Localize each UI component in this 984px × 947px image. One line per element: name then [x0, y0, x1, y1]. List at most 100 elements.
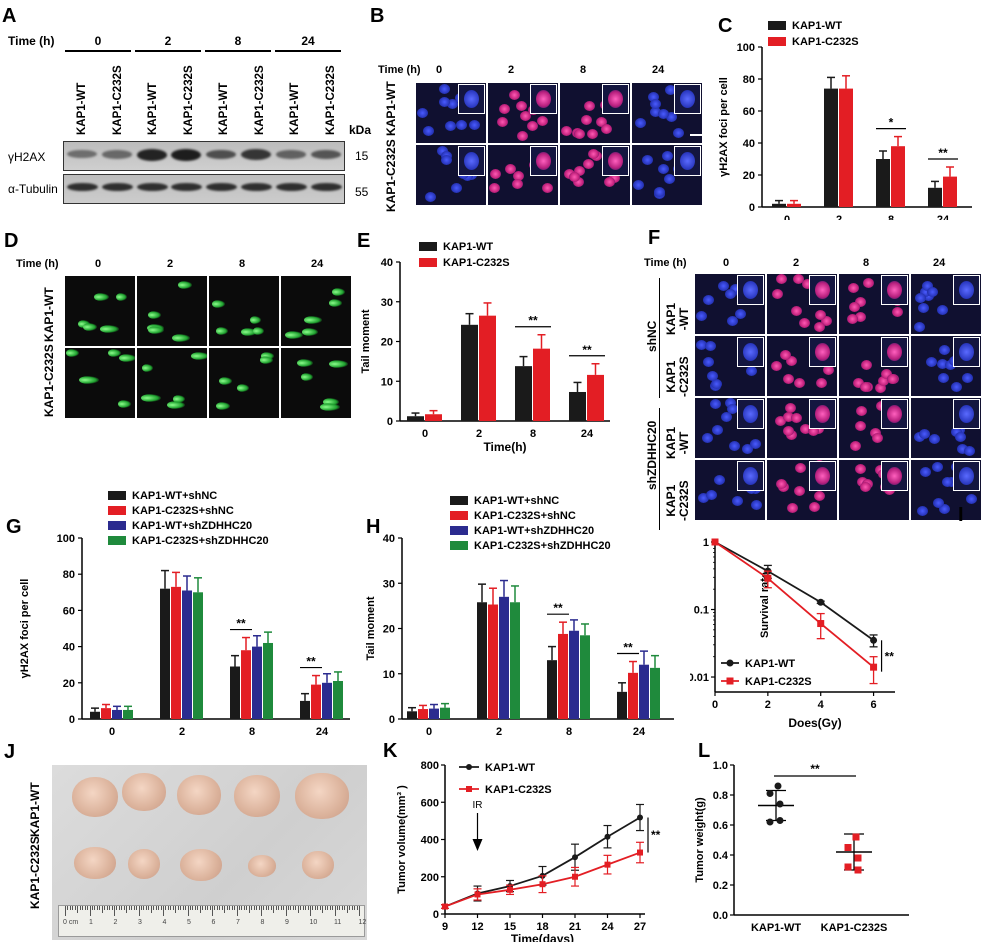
x-tick-label: 2 [836, 214, 842, 220]
inset-nucleus [743, 467, 758, 485]
y-tick-label: 10 [383, 669, 395, 681]
ruler-number: 1 [89, 919, 93, 926]
zoom-inset [530, 84, 557, 114]
cell-nucleus [488, 182, 500, 193]
ruler-tick [216, 906, 218, 910]
cell-nucleus [332, 288, 346, 297]
cell-nucleus [215, 402, 230, 411]
zoom-inset [737, 275, 764, 305]
cell-nucleus [469, 119, 481, 130]
y-tick-label: 200 [421, 872, 439, 884]
bar [891, 146, 905, 207]
panel-d-letter: D [4, 230, 19, 252]
cell-nucleus [726, 404, 738, 415]
bar [515, 366, 532, 421]
data-point [507, 886, 513, 893]
cell-nucleus [320, 403, 341, 412]
tumor-wt [177, 775, 221, 815]
legend-swatch [419, 258, 437, 267]
ruler-tick [258, 906, 260, 910]
cell-nucleus [852, 377, 864, 388]
cell-nucleus [568, 171, 580, 182]
y-tick-label: 20 [743, 170, 755, 182]
cell-nucleus [172, 395, 186, 404]
ruler-tick [273, 906, 275, 913]
lane-label: KAP1-C232S [182, 65, 195, 135]
bar [311, 684, 321, 719]
lane-label: KAP1-WT [289, 82, 301, 135]
ruler-tick [148, 906, 150, 910]
inset-nucleus [887, 467, 902, 485]
cell-nucleus [749, 438, 761, 449]
data-point [637, 849, 643, 856]
cell-nucleus [83, 322, 97, 331]
bar [407, 711, 417, 719]
ruler-tick [359, 906, 360, 916]
ruler-tick [116, 906, 118, 910]
cell-nucleus [65, 348, 79, 357]
ruler-tick [163, 906, 164, 916]
legend-marker [726, 677, 734, 685]
x-tick-label: 24 [937, 214, 950, 220]
cell-nucleus [512, 171, 524, 182]
cell-nucleus [808, 502, 820, 513]
cell-nucleus [793, 378, 805, 389]
inset-nucleus [536, 152, 551, 170]
y-tick-label: 0.2 [713, 880, 728, 892]
cell-nucleus [939, 503, 951, 514]
microscopy-image [137, 348, 207, 418]
time-label: 8 [863, 257, 870, 269]
cell-nucleus [917, 505, 929, 516]
lane-label: KAP1-C232S [324, 65, 337, 135]
cell-nucleus [178, 281, 192, 290]
y-tick-label: 30 [383, 578, 395, 590]
cell-nucleus [698, 493, 710, 504]
ruler-tick [219, 906, 221, 910]
ruler-tick [207, 906, 209, 910]
ruler-tick [160, 906, 162, 910]
bar [477, 602, 487, 719]
data-point [870, 636, 878, 644]
microscopy-image [209, 276, 279, 346]
blot-band [136, 183, 168, 191]
ruler-tick [199, 906, 201, 913]
ruler-tick [275, 906, 277, 910]
inset-nucleus [464, 90, 479, 108]
tumor-photo: 0 cm 1 2 3 4 5 6 7 8 9 10 11 12 [52, 765, 367, 940]
bar [479, 315, 496, 421]
ruler-unit: 0 cm [63, 919, 79, 926]
x-tick-label: 12 [471, 921, 483, 933]
bar [928, 187, 942, 207]
microscopy-image [839, 460, 909, 520]
y-tick-label: 80 [63, 569, 75, 581]
data-point [776, 817, 784, 824]
y-tick-label: 0.4 [713, 850, 729, 862]
y-tick-label: 30 [381, 297, 393, 309]
data-point [637, 814, 643, 821]
bar [182, 590, 192, 719]
microscopy-image [695, 336, 765, 396]
microscopy-image [695, 460, 765, 520]
cell-nucleus [870, 427, 882, 438]
microscopy-image [632, 83, 702, 143]
zoom-inset [530, 146, 557, 176]
cell-nucleus [440, 155, 452, 166]
ruler-tick [327, 906, 329, 910]
y-tick-label: 0 [389, 714, 395, 726]
cell-nucleus [855, 296, 867, 307]
zoom-inset [737, 399, 764, 429]
bar [533, 348, 550, 421]
significance-label: ** [582, 343, 592, 357]
data-point [604, 861, 611, 868]
ruler-tick [231, 906, 233, 910]
cell-nucleus [516, 100, 528, 111]
blot-band [241, 149, 271, 161]
cell-nucleus [115, 293, 127, 302]
data-point [870, 663, 878, 671]
legend-marker [466, 764, 472, 770]
ruler-tick [261, 906, 262, 916]
inset-nucleus [815, 405, 830, 423]
time-group-label: 2 [164, 34, 172, 48]
y-tick-label: 0.01 [690, 672, 709, 684]
ruler-number: 5 [187, 919, 191, 926]
